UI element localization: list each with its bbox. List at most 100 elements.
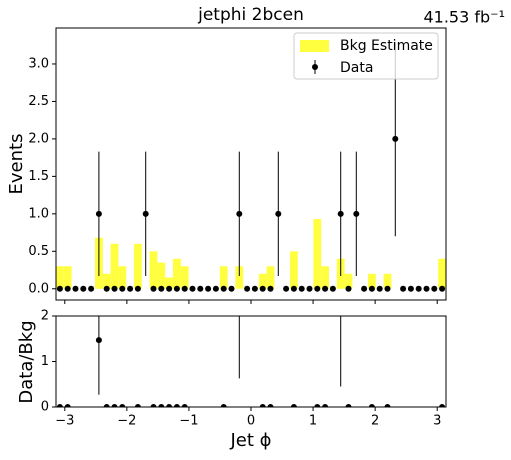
data-point <box>392 135 399 142</box>
x-tick-label: 2 <box>371 414 379 429</box>
data-point <box>439 285 446 292</box>
data-point <box>166 285 173 292</box>
bkg-bar <box>118 266 127 289</box>
x-tick-label: −2 <box>117 414 136 429</box>
ratio-point <box>322 404 329 407</box>
ratio-point <box>150 404 157 407</box>
data-point <box>306 285 313 292</box>
ratio-y-tick-label: 1 <box>41 354 49 369</box>
ratio-frame <box>55 315 447 408</box>
legend-label: Bkg Estimate <box>340 38 433 54</box>
ratio-point <box>64 404 71 407</box>
data-point <box>407 285 414 292</box>
data-point <box>415 285 422 292</box>
data-point <box>290 285 297 292</box>
data-point <box>361 285 368 292</box>
data-point <box>228 285 235 292</box>
data-point <box>173 285 180 292</box>
data-point <box>314 285 321 292</box>
data-point <box>111 285 118 292</box>
ratio-point <box>166 404 173 407</box>
chart-title: jetphi 2bcen <box>197 5 304 25</box>
ratio-point <box>181 404 188 407</box>
data-point <box>142 210 149 217</box>
y-axis-label: Events <box>6 134 27 195</box>
data-point <box>220 285 227 292</box>
y-tick-label: 1.0 <box>28 206 49 221</box>
data-point <box>244 285 251 292</box>
bkg-bar <box>165 277 174 289</box>
bkg-bar <box>438 258 446 289</box>
ratio-point <box>368 404 375 407</box>
ratio-point <box>158 404 165 407</box>
axes: 0.0 0.5 1.0 1.5 2.0 2.5 3.0 0 1 2 −3 −2 −1 0 1 2 3 <box>28 56 441 428</box>
bkg-bar <box>368 273 376 289</box>
legend: Bkg Estimate Data <box>293 32 439 80</box>
bkg-bar <box>266 266 275 289</box>
bkg-bar <box>110 243 119 289</box>
data-point <box>119 285 126 292</box>
ratio-point <box>338 290 344 296</box>
data-point <box>298 285 305 292</box>
data-point <box>103 285 110 292</box>
bkg-bar <box>63 266 72 289</box>
data-point <box>197 285 204 292</box>
ratio-point <box>134 404 141 407</box>
data-point <box>345 285 352 292</box>
ratio-point <box>439 404 446 407</box>
x-axis-label: Jet ϕ <box>229 430 271 451</box>
data-point <box>88 285 95 292</box>
data-point <box>259 285 266 292</box>
data-point <box>329 285 336 292</box>
ratio-y-tick-label: 2 <box>41 309 49 324</box>
bkg-bar <box>102 273 111 289</box>
data-point <box>127 285 134 292</box>
bkg-bar <box>258 273 267 289</box>
data-point <box>353 210 360 217</box>
luminosity: 41.53 fb⁻¹ <box>423 8 505 27</box>
y-tick-label: 2.0 <box>28 131 49 146</box>
ratio-point <box>314 404 321 407</box>
bkg-bar <box>344 273 353 289</box>
data-point <box>376 285 383 292</box>
data-point <box>337 210 344 217</box>
data-point <box>267 285 274 292</box>
y-tick-label: 1.5 <box>28 169 49 184</box>
bkg-bar <box>56 266 64 289</box>
data-point <box>95 210 102 217</box>
bkg-bar <box>133 243 142 289</box>
data-point <box>56 285 63 292</box>
ratio-point <box>103 404 110 407</box>
data-point <box>80 285 87 292</box>
ratio-point <box>111 404 118 407</box>
data-point <box>368 285 375 292</box>
main-plot <box>56 41 446 292</box>
data-point <box>189 285 196 292</box>
y-tick-label: 2.5 <box>28 94 49 109</box>
data-point <box>134 285 141 292</box>
ratio-point <box>119 404 126 407</box>
data-point <box>431 285 438 292</box>
ratio-point <box>173 404 180 407</box>
ratio-point <box>95 337 102 344</box>
x-tick-label: −1 <box>179 414 198 429</box>
y-tick-label: 3.0 <box>28 56 49 71</box>
x-tick-label: 0 <box>247 414 255 429</box>
bkg-bar <box>219 266 228 289</box>
legend-marker <box>312 64 318 70</box>
ratio-plot <box>56 290 446 407</box>
data-point <box>384 285 391 292</box>
data-point <box>158 285 165 292</box>
data-point <box>236 210 243 217</box>
bkg-bar <box>180 266 189 289</box>
data-point <box>72 285 79 292</box>
data-point <box>181 285 188 292</box>
bkg-bar <box>313 219 322 289</box>
data-point <box>423 285 430 292</box>
data-point <box>400 285 407 292</box>
ratio-point <box>345 404 352 407</box>
data-point <box>150 285 157 292</box>
legend-box <box>293 32 439 80</box>
legend-swatch <box>300 40 329 52</box>
